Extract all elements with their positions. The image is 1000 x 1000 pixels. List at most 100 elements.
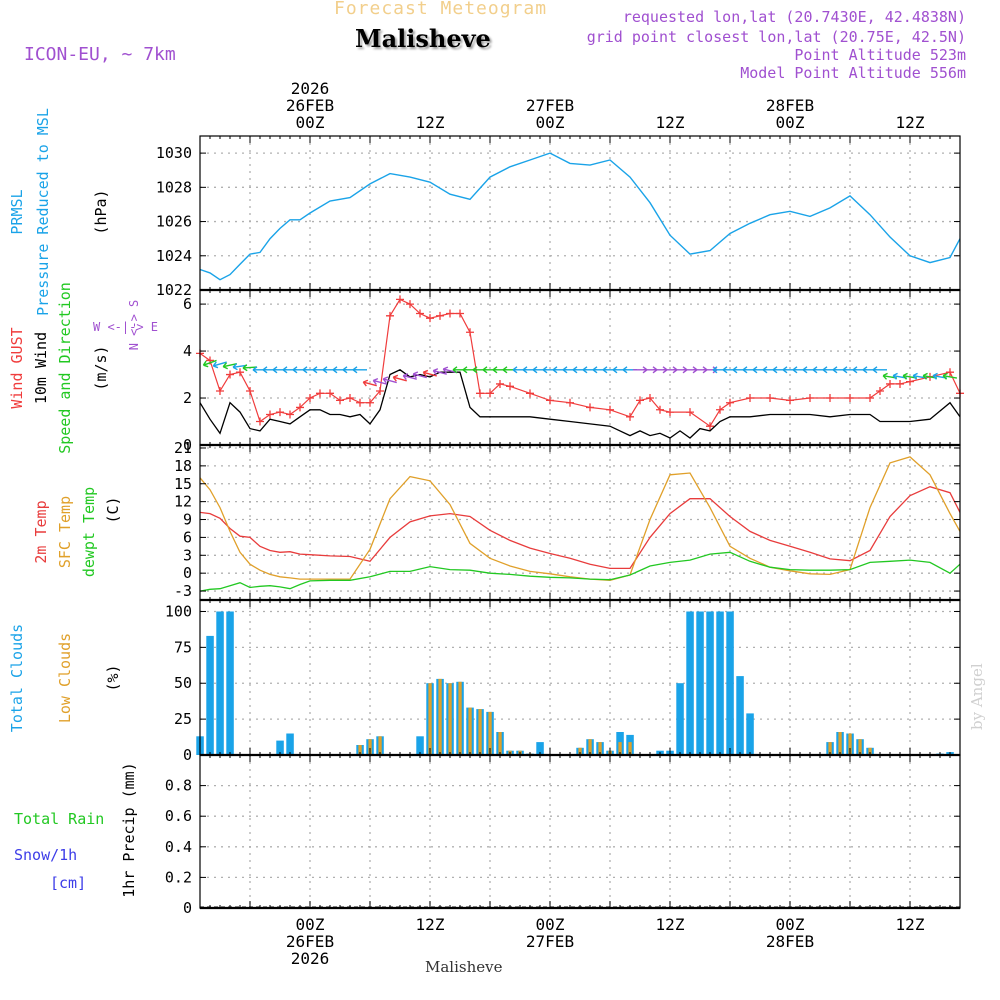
wind-arrow [392,374,407,382]
wind-arrow-shape [392,374,407,382]
panel-frame-precip [199,754,961,909]
low-cloud-bar [598,742,602,755]
gust-marker [566,398,574,407]
cm-label: [cm] [50,874,86,892]
y-tick-label: 25 [174,710,192,728]
gust-marker [406,300,414,309]
low-cloud-bar [468,707,472,755]
wind-arrow-shape [212,361,227,369]
y-tick-label: 1024 [156,247,192,265]
total-cloud-bar [746,713,754,755]
y-tick-label: 9 [183,511,192,529]
y-tick-label: 3 [183,546,192,564]
total-cloud-bar [676,683,684,755]
gust-marker [476,389,484,398]
gust-marker [866,394,874,403]
low-cloud-bar [828,742,832,755]
y-tick-label: 75 [174,638,192,656]
gust-marker [256,417,264,426]
bottom-time-label: 28FEB [766,932,814,951]
gust-marker [356,398,364,407]
location-title: Malisheve [355,24,491,53]
gust-marker [366,398,374,407]
bottom-time-label: 27FEB [526,932,574,951]
gust-marker [296,403,304,412]
gust-marker [446,309,454,318]
wind-arrow [942,372,958,380]
bottom-time-label: 2026 [291,949,330,968]
bottom-time-label: 12Z [896,915,925,934]
wind-arrow-shape [432,368,447,375]
total-cloud-bar [206,635,214,755]
gust-marker [306,394,314,403]
top-time-label: 12Z [656,113,685,132]
gust-marker [906,377,914,386]
total-cloud-bar [276,740,284,755]
temp-line-1 [199,456,961,581]
gust-marker [246,386,254,395]
low-cloud-bar [478,709,482,755]
wind-arrow [872,366,887,374]
dew-label: dewpt Temp [80,487,98,577]
low-cloud-bar [428,683,432,755]
low-cloud-bar [858,739,862,755]
y-tick-label: 0 [183,899,192,917]
snow-label: Snow/1h [14,846,77,864]
bottom-time-label: 00Z [296,915,325,934]
panel-frames [199,135,961,910]
wind-arrow [412,371,427,379]
credit-text: by Angel [968,663,986,730]
gust-marker [886,379,894,388]
wind-arrow-shape [442,366,457,374]
gust-marker [416,309,424,318]
wind-arrow-shape [412,371,427,379]
gust-marker [216,386,224,395]
low-clouds-label: Low Clouds [56,633,74,723]
y-tick-label: 0.2 [165,868,192,886]
wind-arrow-shape [942,372,958,380]
total-cloud-bar [216,611,224,755]
y-tick-label: 2 [183,389,192,407]
model-name: ICON-EU, ~ 7km [24,44,176,65]
gust-marker [706,422,714,431]
bottom-time-label: 00Z [536,915,565,934]
pressure-line [199,152,961,281]
wind-arrow-shape [422,369,437,377]
y-tick-label: 15 [174,475,192,493]
panel-frame-pressure [199,135,961,291]
wind-arrow [372,377,387,385]
y-tick-label: 1030 [156,144,192,162]
bottom-time-label: 12Z [416,915,445,934]
point-altitude: Point Altitude 523m [794,46,966,64]
wind-arrow-shape [242,364,258,372]
wind-arrow [222,362,237,370]
series-layer [196,152,964,908]
gust-marker [396,295,404,304]
total-cloud-bar [716,611,724,755]
total-cloud-bar [706,611,714,755]
wind-arrow-shape [222,362,237,370]
gust-marker [276,408,284,417]
gust-marker [786,396,794,405]
y-tick-label: 0.8 [165,777,192,795]
gust-marker [686,408,694,417]
gust-marker [636,396,644,405]
gust-marker [376,386,384,395]
low-cloud-bar [588,739,592,755]
axis-labels: 103010281026102410226420211815129630-310… [8,79,925,968]
wind-arrow [422,369,437,377]
y-tick-label: 21 [174,439,192,457]
gust-marker [826,394,834,403]
requested-coords: requested lon,lat (20.7430E, 42.4838N) [622,8,966,26]
clouds-unit: (%) [104,664,122,691]
gust-marker [876,386,884,395]
wind-arrow [442,366,457,374]
top-time-label: 2026 [291,79,330,98]
gust-marker [266,410,274,419]
y-tick-label: 4 [183,342,192,360]
top-time-label: 00Z [776,113,805,132]
gust-marker [806,394,814,403]
wind-arrow-shape [382,376,397,384]
compass-ns: N <-> S [127,300,141,351]
